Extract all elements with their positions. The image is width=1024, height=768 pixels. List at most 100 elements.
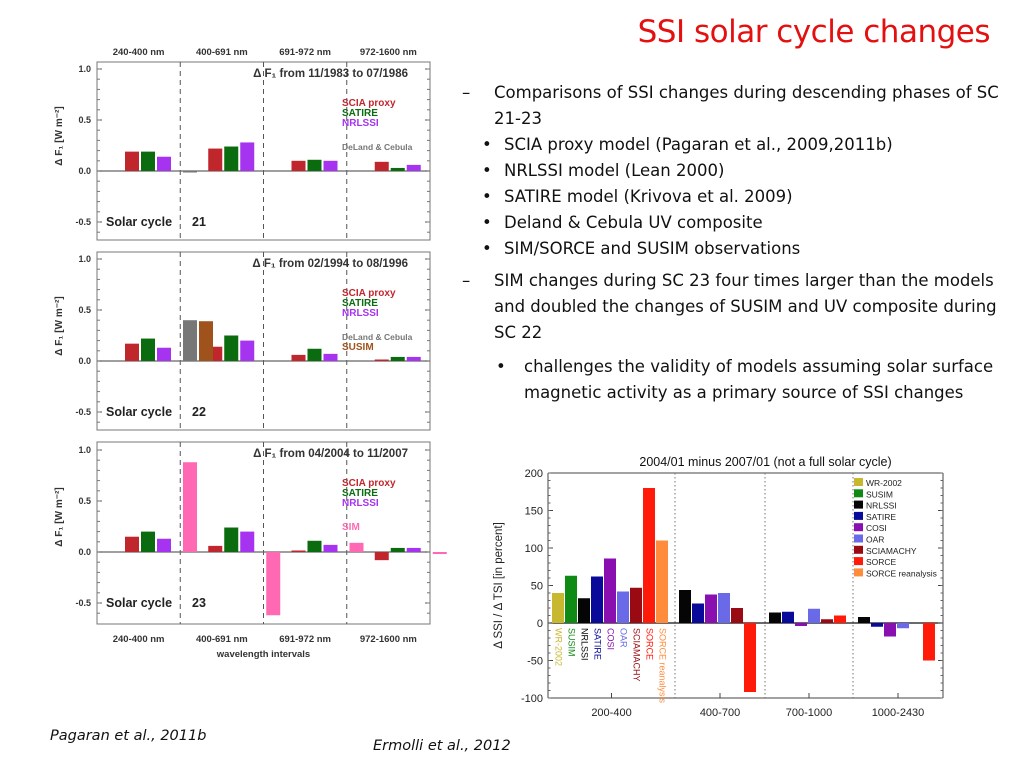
y-tick-label: 1.0 xyxy=(78,254,91,264)
bar xyxy=(705,594,717,623)
y-tick-label: 0.0 xyxy=(78,356,91,366)
bar xyxy=(591,576,603,623)
bottom-category-label: 691-972 nm xyxy=(279,634,331,645)
bar xyxy=(884,623,896,637)
bullet-text: SIM changes during SC 23 four times larg… xyxy=(494,271,997,342)
series-axis-label: COSI xyxy=(606,628,616,650)
y-tick-label: -100 xyxy=(521,693,543,705)
y-tick-label: 50 xyxy=(531,581,543,593)
legend-label: NRLSSI xyxy=(866,501,897,511)
cycle-number: 22 xyxy=(192,405,206,419)
bar xyxy=(240,142,255,171)
legend-label: OAR xyxy=(866,535,884,545)
bar xyxy=(795,623,807,626)
bar xyxy=(821,619,833,623)
bar xyxy=(183,171,197,173)
legend-entry: DeLand & Cebula xyxy=(342,332,413,342)
legend-swatch xyxy=(854,500,863,509)
bar xyxy=(374,552,389,561)
legend-label: SCIAMACHY xyxy=(866,546,917,556)
bar xyxy=(224,146,239,171)
cycle-number: 21 xyxy=(192,215,206,229)
bar xyxy=(141,151,155,171)
series-axis-label: SORCE reanalysis xyxy=(658,628,668,704)
bar xyxy=(240,340,255,361)
y-tick-label: -50 xyxy=(527,656,543,668)
legend-swatch xyxy=(854,557,863,566)
bar xyxy=(390,167,405,171)
y-axis-label: Δ F₁ [W m⁻²] xyxy=(54,106,65,165)
y-tick-label: 1.0 xyxy=(78,445,91,455)
bar xyxy=(291,160,306,171)
bar xyxy=(630,587,642,623)
bar xyxy=(323,544,338,552)
slide-title: SSI solar cycle changes xyxy=(637,14,991,50)
y-tick-label: 0.5 xyxy=(78,496,91,506)
bullet-marker: • xyxy=(482,161,492,180)
bar xyxy=(897,623,909,629)
legend-label: SORCE reanalysis xyxy=(866,568,937,578)
panel-annotation: Δ F₁ from 04/2004 to 11/2007 xyxy=(253,448,408,460)
bar xyxy=(808,608,820,623)
series-axis-label: SUSIM xyxy=(567,628,577,657)
bullet-text: NRLSSI model (Lean 2000) xyxy=(504,161,725,180)
bar xyxy=(349,542,364,552)
bar xyxy=(183,462,197,552)
legend-label: SATIRE xyxy=(866,512,896,522)
series-axis-label: SATIRE xyxy=(593,628,603,660)
legend-entry: DeLand & Cebula xyxy=(342,142,413,152)
x-tick-label: 700-1000 xyxy=(786,707,833,719)
bullet-item: • SCIA proxy model (Pagaran et al., 2009,… xyxy=(462,132,1022,158)
bar xyxy=(679,590,691,623)
legend-entry: SCIA proxy xyxy=(342,98,396,109)
series-axis-label: NRLSSI xyxy=(580,628,590,661)
bar xyxy=(782,611,794,623)
bullet-item: – SIM changes during SC 23 four times lar… xyxy=(462,268,1022,346)
bar xyxy=(323,160,338,171)
series-axis-label: SCIAMACHY xyxy=(632,628,642,682)
legend-label: SORCE xyxy=(866,557,897,567)
y-tick-label: 1.0 xyxy=(78,64,91,74)
bullet-text: Deland & Cebula UV composite xyxy=(504,213,763,232)
bullet-text: challenges the validity of models assumi… xyxy=(524,357,994,402)
bullet-item: • SATIRE model (Krivova et al. 2009) xyxy=(462,184,1022,210)
bar xyxy=(307,540,322,552)
cycle-number: 23 xyxy=(192,596,206,610)
x-tick-label: 200-400 xyxy=(591,707,631,719)
dash-marker: – xyxy=(462,271,471,290)
bar xyxy=(406,547,421,552)
legend-entry: NRLSSI xyxy=(342,308,379,319)
bar xyxy=(157,156,171,171)
bar xyxy=(744,623,756,692)
bar xyxy=(125,536,139,552)
legend-entry: NRLSSI xyxy=(342,118,379,129)
bar xyxy=(374,161,389,171)
y-tick-label: 0.0 xyxy=(78,547,91,557)
bar xyxy=(731,608,743,623)
bar xyxy=(834,615,846,623)
bullet-item: – Comparisons of SSI changes during desce… xyxy=(462,80,1022,132)
bullet-text: Comparisons of SSI changes during descen… xyxy=(494,83,999,128)
bar xyxy=(291,550,306,552)
y-tick-label: 100 xyxy=(525,543,543,555)
cycle-label: Solar cycle xyxy=(106,215,172,229)
bullet-marker: • xyxy=(482,187,492,206)
bar xyxy=(157,538,171,552)
bullet-text: SIM/SORCE and SUSIM observations xyxy=(504,239,801,258)
y-tick-label: -0.5 xyxy=(75,407,91,417)
legend-entry: SCIA proxy xyxy=(342,288,396,299)
x-tick-label: 400-700 xyxy=(700,707,740,719)
bar xyxy=(643,488,655,623)
bar xyxy=(390,547,405,552)
bar xyxy=(199,321,213,361)
left-chart: 240-400 nm 400-691 nm 691-972 nm 972-1600 n… xyxy=(54,47,447,660)
bar xyxy=(157,347,171,361)
top-category-label: 400-691 nm xyxy=(196,47,248,58)
legend-swatch xyxy=(854,523,863,532)
bullet-item: • Deland & Cebula UV composite xyxy=(462,210,1022,236)
bullet-list: – Comparisons of SSI changes during desce… xyxy=(462,80,1022,406)
citation-left: Pagaran et al., 2011b xyxy=(50,728,207,744)
bar xyxy=(769,612,781,623)
y-axis-label: Δ F₁ [W m⁻²] xyxy=(54,487,65,546)
legend-entry: SATIRE xyxy=(342,298,378,309)
